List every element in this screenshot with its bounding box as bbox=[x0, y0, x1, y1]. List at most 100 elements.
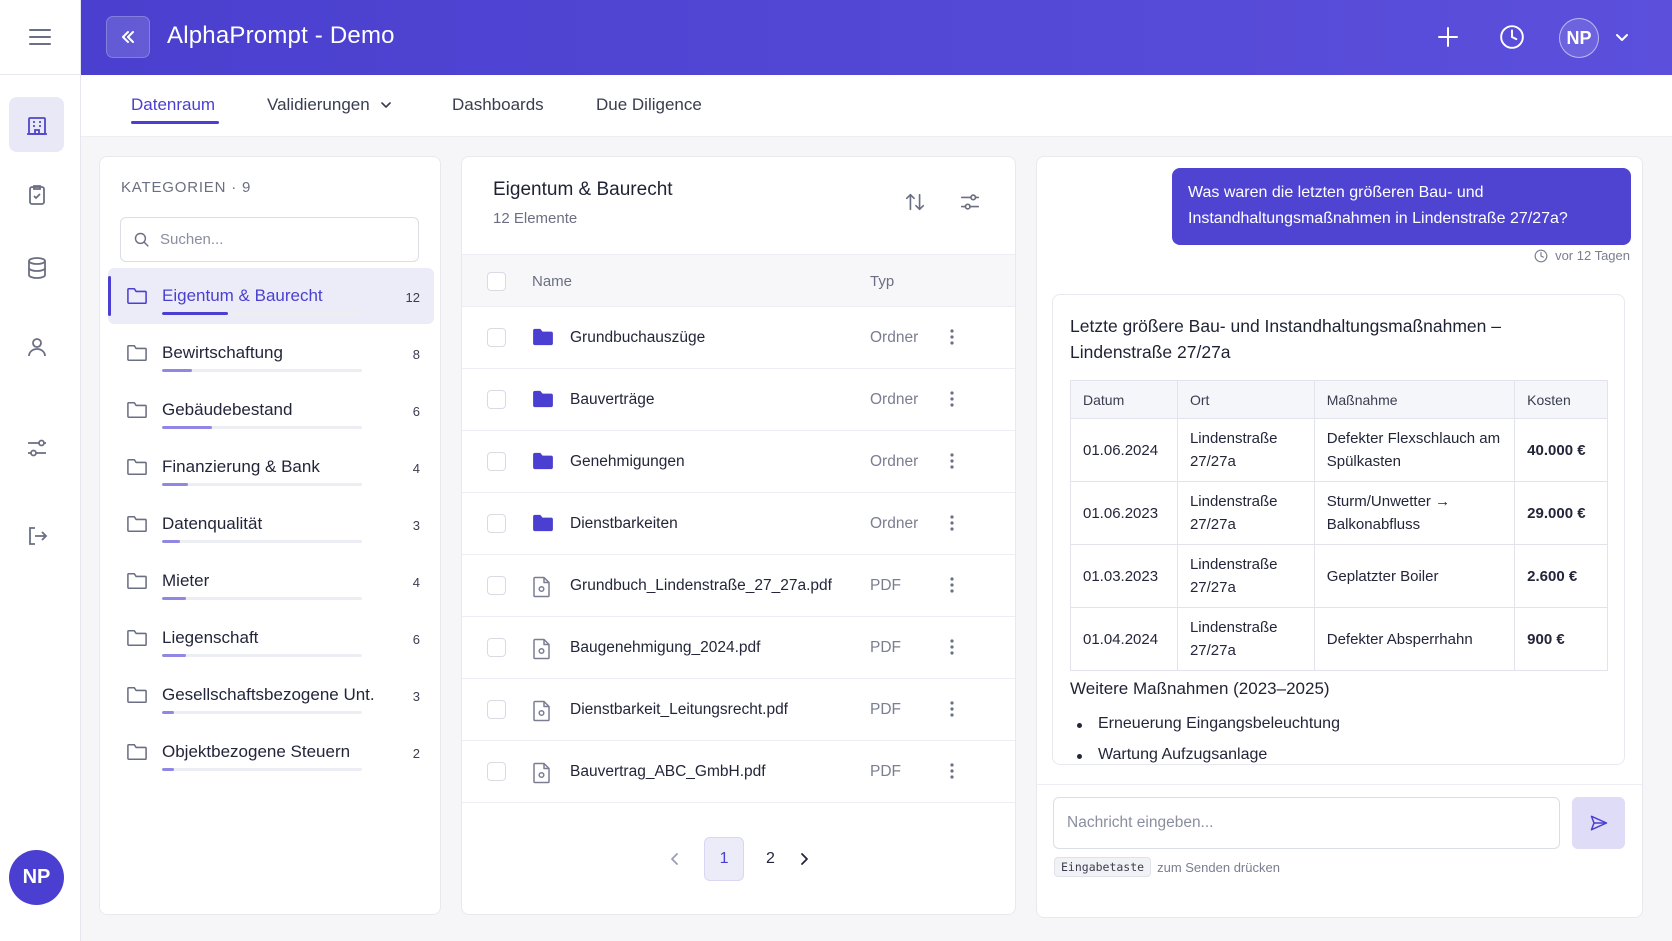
row-checkbox[interactable] bbox=[487, 514, 506, 533]
file-name[interactable]: Genehmigungen bbox=[570, 453, 685, 470]
category-item[interactable]: Gesellschaftsbezogene Unt. 3 bbox=[108, 667, 434, 723]
tab-label: Datenraum bbox=[131, 95, 216, 114]
row-checkbox[interactable] bbox=[487, 452, 506, 471]
rail-building-button[interactable] bbox=[9, 97, 64, 152]
category-progress-fill bbox=[162, 540, 180, 543]
row-checkbox[interactable] bbox=[487, 576, 506, 595]
rail-filters-button[interactable] bbox=[9, 420, 64, 475]
category-item[interactable]: Mieter 4 bbox=[108, 553, 434, 609]
tab-dashboards[interactable]: Dashboards bbox=[452, 95, 544, 115]
send-button[interactable] bbox=[1572, 797, 1625, 849]
user-menu-toggle[interactable] bbox=[1603, 18, 1641, 56]
file-name[interactable]: Dienstbarkeit_Leitungsrecht.pdf bbox=[570, 701, 788, 718]
filter-button[interactable] bbox=[959, 191, 981, 213]
file-name[interactable]: Dienstbarkeiten bbox=[570, 515, 678, 532]
file-type: Ordner bbox=[870, 391, 919, 408]
category-progress bbox=[162, 711, 362, 714]
files-panel: Eigentum & Baurecht 12 Elemente Name Typ… bbox=[461, 156, 1016, 915]
more-vertical-icon[interactable] bbox=[950, 762, 954, 780]
row-checkbox[interactable] bbox=[487, 638, 506, 657]
file-name[interactable]: Grundbuch_Lindenstraße_27_27a.pdf bbox=[570, 577, 832, 594]
more-vertical-icon[interactable] bbox=[950, 514, 954, 532]
add-button[interactable] bbox=[1429, 18, 1467, 56]
category-item[interactable]: Gebäudebestand 6 bbox=[108, 382, 434, 438]
category-progress-fill bbox=[162, 483, 188, 486]
category-item[interactable]: Bewirtschaftung 8 bbox=[108, 325, 434, 381]
row-checkbox[interactable] bbox=[487, 700, 506, 719]
table-row[interactable]: Baugenehmigung_2024.pdf PDF bbox=[462, 617, 1015, 679]
th-datum: Datum bbox=[1070, 380, 1178, 419]
more-vertical-icon[interactable] bbox=[950, 390, 954, 408]
table-row[interactable]: Dienstbarkeit_Leitungsrecht.pdf PDF bbox=[462, 679, 1015, 741]
search-input[interactable] bbox=[160, 231, 400, 248]
rail-clipboard-button[interactable] bbox=[9, 167, 64, 222]
file-name[interactable]: Baugenehmigung_2024.pdf bbox=[570, 639, 761, 656]
table-row[interactable]: Bauvertrag_ABC_GmbH.pdf PDF bbox=[462, 741, 1015, 803]
more-vertical-icon[interactable] bbox=[950, 328, 954, 346]
chevron-down-icon bbox=[1614, 29, 1630, 45]
page-button-2[interactable]: 2 bbox=[766, 850, 775, 867]
tab-due-diligence[interactable]: Due Diligence bbox=[596, 95, 702, 115]
chevron-down-icon bbox=[380, 99, 392, 111]
active-tab-indicator bbox=[131, 121, 219, 124]
table-header-row: Datum Ort Maßnahme Kosten bbox=[1070, 380, 1608, 419]
table-row[interactable]: Genehmigungen Ordner bbox=[462, 431, 1015, 493]
file-name[interactable]: Grundbuchauszüge bbox=[570, 329, 706, 346]
category-label: Mieter bbox=[162, 571, 210, 590]
category-item[interactable]: Datenqualität 3 bbox=[108, 496, 434, 552]
cell-ort: Lindenstraße 27/27a bbox=[1176, 607, 1315, 671]
next-page-button[interactable] bbox=[797, 852, 811, 866]
more-vertical-icon[interactable] bbox=[950, 452, 954, 470]
user-avatar[interactable]: NP bbox=[1559, 18, 1599, 58]
category-label: Finanzierung & Bank bbox=[162, 457, 320, 476]
table-row[interactable]: Dienstbarkeiten Ordner bbox=[462, 493, 1015, 555]
row-checkbox[interactable] bbox=[487, 762, 506, 781]
more-vertical-icon[interactable] bbox=[950, 576, 954, 594]
select-all-checkbox[interactable] bbox=[487, 272, 506, 291]
table-row[interactable]: Grundbuchauszüge Ordner bbox=[462, 307, 1015, 369]
file-name[interactable]: Bauverträge bbox=[570, 391, 655, 408]
category-item[interactable]: Liegenschaft 6 bbox=[108, 610, 434, 666]
history-button[interactable] bbox=[1493, 18, 1531, 56]
category-progress bbox=[162, 312, 362, 315]
cell-kosten: 900 € bbox=[1514, 607, 1608, 671]
category-item[interactable]: Finanzierung & Bank 4 bbox=[108, 439, 434, 495]
tab-validierungen[interactable]: Validierungen bbox=[267, 95, 392, 115]
categories-title: KATEGORIEN · 9 bbox=[121, 179, 252, 196]
main-tabs: Datenraum Validierungen Dashboards Due D… bbox=[81, 75, 1672, 137]
table-row[interactable]: Grundbuch_Lindenstraße_27_27a.pdf PDF bbox=[462, 555, 1015, 617]
th-massnahme: Maßnahme bbox=[1313, 380, 1516, 419]
row-checkbox[interactable] bbox=[487, 328, 506, 347]
sort-button[interactable] bbox=[904, 191, 926, 213]
hamburger-menu-icon[interactable] bbox=[29, 28, 51, 46]
rail-user-button[interactable] bbox=[9, 319, 64, 374]
message-input[interactable] bbox=[1067, 814, 1547, 832]
rail-database-button[interactable] bbox=[9, 240, 64, 295]
measures-table: Datum Ort Maßnahme Kosten 01.06.2024 Lind… bbox=[1070, 380, 1608, 671]
files-title: Eigentum & Baurecht bbox=[493, 179, 673, 200]
category-item[interactable]: Objektbezogene Steuern 2 bbox=[108, 724, 434, 780]
file-icon bbox=[532, 762, 552, 784]
row-checkbox[interactable] bbox=[487, 390, 506, 409]
plus-icon bbox=[1436, 25, 1460, 49]
file-type: Ordner bbox=[870, 453, 919, 470]
page-button-1[interactable]: 1 bbox=[704, 837, 745, 881]
more-vertical-icon[interactable] bbox=[950, 638, 954, 656]
prev-page-button[interactable] bbox=[668, 852, 682, 866]
cell-massnahme: Defekter Flexschlauch am Spülkasten bbox=[1313, 418, 1516, 482]
category-item[interactable]: Eigentum & Baurecht 12 bbox=[108, 268, 434, 324]
category-progress bbox=[162, 768, 362, 771]
hint-text: zum Senden drücken bbox=[1157, 859, 1280, 875]
category-label: Liegenschaft bbox=[162, 628, 259, 647]
rail-avatar[interactable]: NP bbox=[9, 850, 64, 905]
more-vertical-icon[interactable] bbox=[950, 700, 954, 718]
tab-datenraum[interactable]: Datenraum bbox=[131, 95, 215, 115]
collapse-sidebar-button[interactable] bbox=[106, 16, 150, 58]
table-row[interactable]: Bauverträge Ordner bbox=[462, 369, 1015, 431]
file-name[interactable]: Bauvertrag_ABC_GmbH.pdf bbox=[570, 763, 766, 780]
cell-datum: 01.03.2023 bbox=[1070, 544, 1178, 608]
rail-logout-button[interactable] bbox=[9, 508, 64, 563]
column-header-name[interactable]: Name bbox=[532, 273, 573, 290]
folder-icon bbox=[532, 514, 554, 532]
column-header-type[interactable]: Typ bbox=[870, 273, 895, 290]
